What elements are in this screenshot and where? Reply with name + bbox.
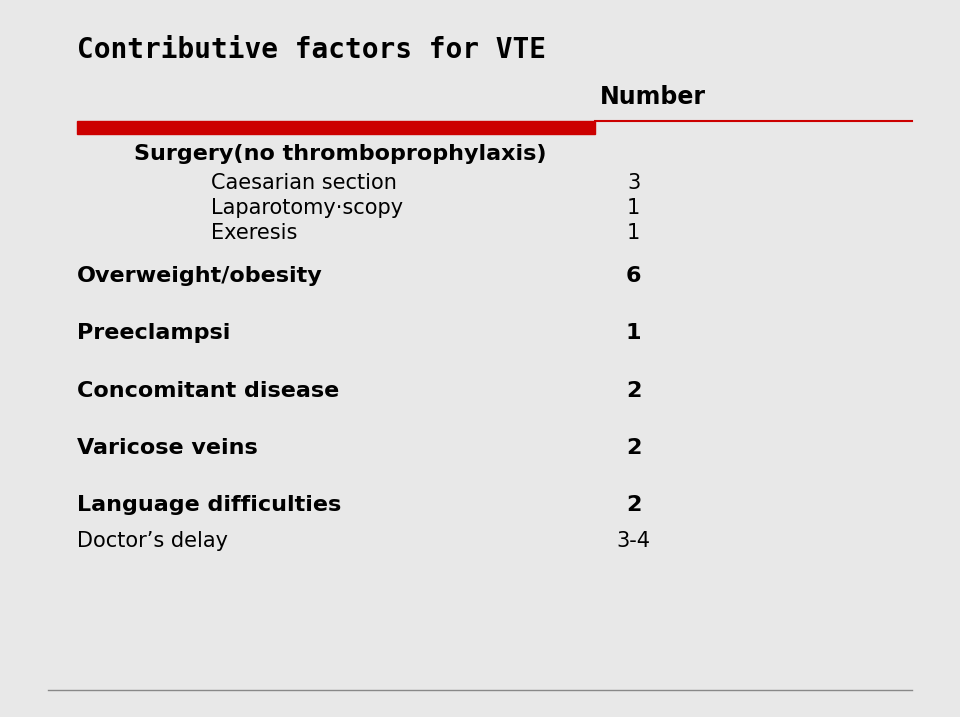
Text: Overweight/obesity: Overweight/obesity: [77, 266, 323, 286]
Text: 2: 2: [626, 381, 641, 401]
Text: Varicose veins: Varicose veins: [77, 438, 257, 458]
Bar: [77, 121, 595, 134]
Text: 1: 1: [627, 223, 640, 243]
Text: Doctorʼs delay: Doctorʼs delay: [77, 531, 228, 551]
Text: Exeresis: Exeresis: [211, 223, 298, 243]
Text: 2: 2: [626, 495, 641, 516]
Text: 3: 3: [627, 173, 640, 193]
Text: 1: 1: [627, 198, 640, 218]
Text: Concomitant disease: Concomitant disease: [77, 381, 339, 401]
Text: 1: 1: [626, 323, 641, 343]
Text: Preeclampsi: Preeclampsi: [77, 323, 230, 343]
Text: 2: 2: [626, 438, 641, 458]
Text: Number: Number: [600, 85, 706, 109]
Text: Language difficulties: Language difficulties: [77, 495, 341, 516]
Text: 3-4: 3-4: [616, 531, 651, 551]
Text: Contributive factors for VTE: Contributive factors for VTE: [77, 36, 546, 64]
Text: Surgery(no thromboprophylaxis): Surgery(no thromboprophylaxis): [134, 144, 547, 164]
Text: Laparotomy·scopy: Laparotomy·scopy: [211, 198, 403, 218]
Text: 6: 6: [626, 266, 641, 286]
Text: Caesarian section: Caesarian section: [211, 173, 397, 193]
